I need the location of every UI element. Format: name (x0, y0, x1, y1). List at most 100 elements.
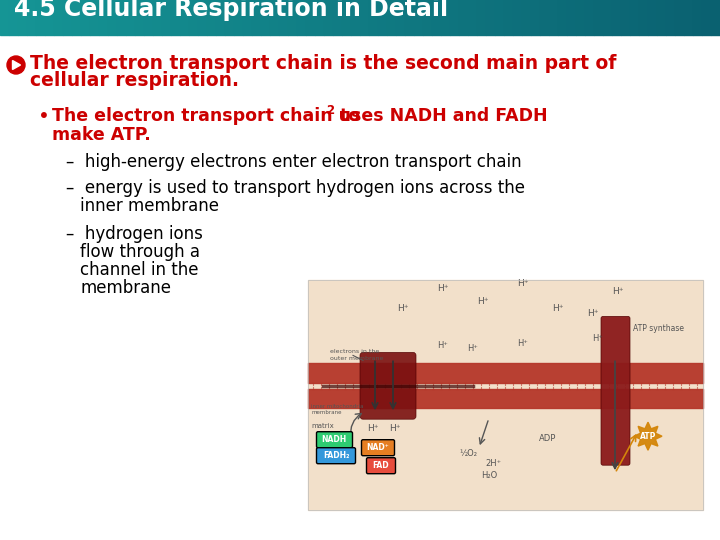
Bar (279, 0, 288, 35)
Bar (639, 0, 648, 35)
FancyBboxPatch shape (361, 440, 395, 456)
Bar (594, 0, 603, 35)
Text: inner membrane: inner membrane (80, 197, 219, 215)
Text: –  hydrogen ions: – hydrogen ions (66, 225, 203, 243)
Bar (540, 0, 549, 35)
Polygon shape (634, 422, 662, 450)
Bar (54, 0, 63, 35)
Bar (45, 0, 54, 35)
Text: H⁺: H⁺ (517, 279, 528, 288)
Bar (558, 0, 567, 35)
Bar (99, 0, 108, 35)
Bar (459, 0, 468, 35)
Bar (450, 0, 459, 35)
Text: electrons in the
outer membrane: electrons in the outer membrane (330, 349, 383, 361)
Text: NAD⁺: NAD⁺ (366, 443, 390, 452)
Text: membrane: membrane (80, 279, 171, 297)
Text: inner mitochondria
membrane: inner mitochondria membrane (311, 404, 364, 415)
FancyBboxPatch shape (601, 316, 630, 465)
Bar (297, 0, 306, 35)
Text: H⁺: H⁺ (593, 334, 603, 343)
Bar (522, 0, 531, 35)
Text: H⁺: H⁺ (552, 304, 564, 313)
Text: H⁺: H⁺ (612, 287, 624, 296)
Bar (648, 0, 657, 35)
Bar (711, 0, 720, 35)
Text: H⁺: H⁺ (437, 284, 449, 293)
Bar (252, 0, 261, 35)
Text: H⁺: H⁺ (438, 341, 449, 350)
FancyBboxPatch shape (317, 431, 353, 448)
Bar (0, 0, 9, 35)
Text: H⁺: H⁺ (477, 297, 489, 306)
Text: 2H⁺: 2H⁺ (486, 458, 502, 468)
Text: –  high-energy electrons enter electron transport chain: – high-energy electrons enter electron t… (66, 153, 521, 171)
Text: ATP: ATP (640, 431, 656, 441)
Bar (657, 0, 666, 35)
Bar (621, 0, 630, 35)
Bar (288, 0, 297, 35)
Bar (135, 0, 144, 35)
Text: 4.5 Cellular Respiration in Detail: 4.5 Cellular Respiration in Detail (14, 0, 448, 21)
Bar (216, 0, 225, 35)
Bar (90, 0, 99, 35)
Bar (468, 0, 477, 35)
Text: H⁺: H⁺ (397, 304, 409, 313)
Bar (189, 0, 198, 35)
Bar (306, 0, 315, 35)
Bar (180, 0, 189, 35)
Text: •: • (38, 107, 50, 126)
Text: ADP: ADP (539, 434, 557, 443)
Text: H₂O: H₂O (481, 471, 497, 481)
Bar (63, 0, 72, 35)
Bar (225, 0, 234, 35)
Bar (414, 0, 423, 35)
Bar (531, 0, 540, 35)
Bar (675, 0, 684, 35)
Bar (308, 280, 703, 510)
Bar (603, 0, 612, 35)
Bar (171, 0, 180, 35)
Text: H⁺: H⁺ (467, 344, 478, 353)
Bar (342, 0, 351, 35)
Bar (243, 0, 252, 35)
Bar (261, 0, 270, 35)
Bar (576, 0, 585, 35)
Bar (81, 0, 90, 35)
Bar (108, 0, 117, 35)
Bar (153, 0, 162, 35)
Text: to: to (334, 107, 360, 125)
Bar (162, 0, 171, 35)
Bar (504, 0, 513, 35)
Text: H⁺: H⁺ (518, 339, 528, 348)
Text: –  energy is used to transport hydrogen ions across the: – energy is used to transport hydrogen i… (66, 179, 525, 197)
Bar (360, 0, 369, 35)
Text: FADH₂: FADH₂ (323, 451, 349, 460)
Text: H⁺: H⁺ (367, 424, 379, 433)
FancyBboxPatch shape (366, 458, 395, 474)
Bar (477, 0, 486, 35)
FancyBboxPatch shape (360, 353, 416, 419)
Bar (585, 0, 594, 35)
Bar (693, 0, 702, 35)
Bar (198, 0, 207, 35)
Text: matrix: matrix (311, 423, 334, 429)
Circle shape (7, 56, 25, 74)
Bar (396, 0, 405, 35)
Text: NADH: NADH (321, 435, 346, 444)
Text: flow through a: flow through a (80, 243, 200, 261)
Bar (495, 0, 504, 35)
Bar (405, 0, 414, 35)
Polygon shape (12, 60, 20, 70)
Text: channel in the: channel in the (80, 261, 199, 279)
Bar (324, 0, 333, 35)
Bar (18, 0, 27, 35)
Bar (117, 0, 126, 35)
Bar (27, 0, 36, 35)
Text: cellular respiration.: cellular respiration. (30, 71, 239, 90)
Bar (387, 0, 396, 35)
Bar (369, 0, 378, 35)
Text: ½O₂: ½O₂ (460, 449, 478, 457)
Text: ATP synthase: ATP synthase (633, 324, 684, 333)
Bar (9, 0, 18, 35)
